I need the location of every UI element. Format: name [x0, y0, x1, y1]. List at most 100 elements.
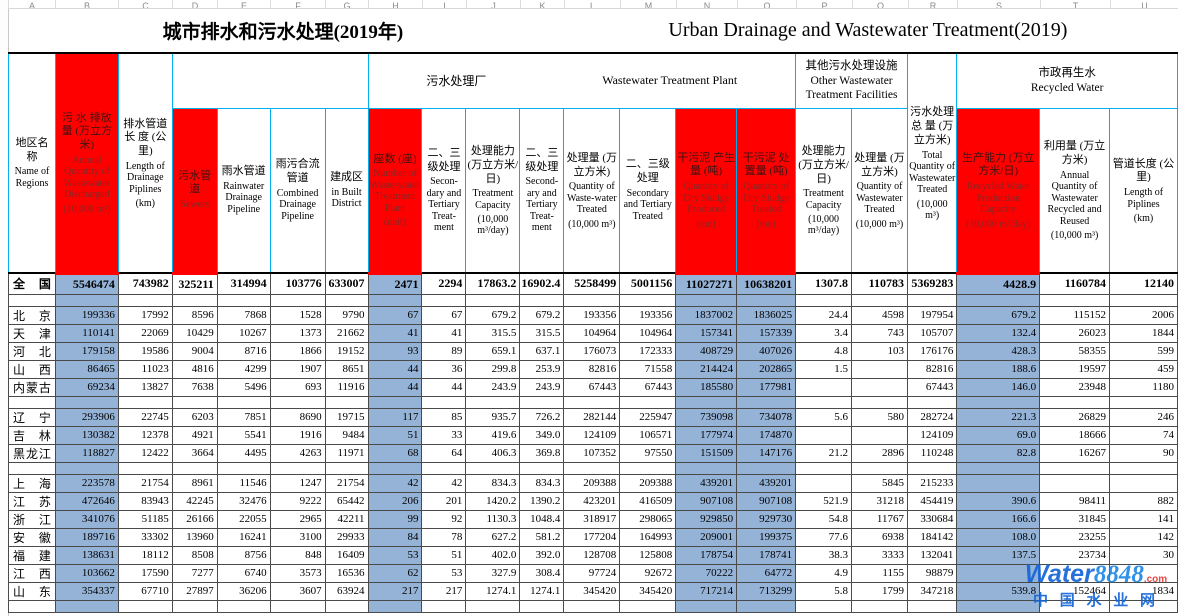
data-cell[interactable]: 67: [367, 305, 423, 325]
blank-cell[interactable]: [269, 461, 326, 475]
data-cell[interactable]: 1247: [269, 473, 326, 493]
blank-cell[interactable]: [465, 395, 521, 409]
group-header-pipes-blank[interactable]: [171, 52, 369, 109]
column-header-4[interactable]: 雨污合流管道 Combined Drainage Pipeline: [269, 107, 326, 274]
data-cell[interactable]: 330684: [906, 509, 958, 529]
data-cell[interactable]: 314994: [216, 272, 271, 295]
data-cell[interactable]: 21754: [117, 473, 173, 493]
data-cell[interactable]: 8651: [324, 359, 369, 379]
data-cell[interactable]: [1039, 473, 1111, 493]
data-cell[interactable]: 929850: [675, 509, 738, 529]
blank-cell[interactable]: [367, 461, 423, 475]
data-cell[interactable]: 6740: [216, 563, 271, 583]
blank-cell[interactable]: [54, 599, 119, 613]
data-cell[interactable]: 86465: [54, 359, 119, 379]
data-cell[interactable]: 58355: [1039, 341, 1111, 361]
data-cell[interactable]: 51: [421, 545, 467, 565]
data-cell[interactable]: 23948: [1039, 377, 1111, 397]
data-cell[interactable]: 130382: [54, 425, 119, 445]
blank-cell[interactable]: [795, 461, 853, 475]
data-cell[interactable]: 202865: [736, 359, 797, 379]
region-name-cell[interactable]: 北京: [8, 305, 56, 325]
data-cell[interactable]: 581.2: [519, 527, 565, 547]
region-name-cell[interactable]: 上海: [8, 473, 56, 493]
data-cell[interactable]: 118827: [54, 443, 119, 463]
data-cell[interactable]: 41: [421, 323, 467, 343]
data-cell[interactable]: 1048.4: [519, 509, 565, 529]
data-cell[interactable]: 68: [367, 443, 423, 463]
data-cell[interactable]: 33: [421, 425, 467, 445]
data-cell[interactable]: 2006: [1109, 305, 1178, 325]
data-cell[interactable]: 31218: [851, 491, 908, 511]
blank-cell[interactable]: [795, 395, 853, 409]
data-cell[interactable]: 416509: [619, 491, 677, 511]
data-cell[interactable]: 13960: [171, 527, 218, 547]
data-cell[interactable]: 146.0: [956, 377, 1041, 397]
data-cell[interactable]: 8690: [269, 407, 326, 427]
data-cell[interactable]: 1274.1: [465, 581, 521, 601]
data-cell[interactable]: 105707: [906, 323, 958, 343]
data-cell[interactable]: 138631: [54, 545, 119, 565]
data-cell[interactable]: 36206: [216, 581, 271, 601]
blank-cell[interactable]: [8, 599, 56, 613]
data-cell[interactable]: 17992: [117, 305, 173, 325]
data-cell[interactable]: 197954: [906, 305, 958, 325]
data-cell[interactable]: 115152: [1039, 305, 1111, 325]
data-cell[interactable]: 54.8: [795, 509, 853, 529]
data-cell[interactable]: 717214: [675, 581, 738, 601]
data-cell[interactable]: 8716: [216, 341, 271, 361]
data-cell[interactable]: 53: [421, 563, 467, 583]
data-cell[interactable]: 176073: [563, 341, 621, 361]
data-cell[interactable]: 369.8: [519, 443, 565, 463]
data-cell[interactable]: 5541: [216, 425, 271, 445]
data-cell[interactable]: 935.7: [465, 407, 521, 427]
data-cell[interactable]: 16267: [1039, 443, 1111, 463]
blank-cell[interactable]: [465, 461, 521, 475]
data-cell[interactable]: 215233: [906, 473, 958, 493]
blank-cell[interactable]: [563, 293, 621, 307]
data-cell[interactable]: 539.8: [956, 581, 1041, 601]
column-header-10[interactable]: 处理量 (万立方米) Quantity of Waste-water Treate…: [563, 107, 621, 274]
blank-cell[interactable]: [171, 599, 218, 613]
data-cell[interactable]: 22055: [216, 509, 271, 529]
data-cell[interactable]: 30: [1109, 545, 1178, 565]
data-cell[interactable]: 89: [421, 341, 467, 361]
data-cell[interactable]: [1039, 563, 1111, 583]
blank-cell[interactable]: [171, 395, 218, 409]
data-cell[interactable]: 11546: [216, 473, 271, 493]
data-cell[interactable]: 65442: [324, 491, 369, 511]
blank-cell[interactable]: [1109, 461, 1178, 475]
blank-cell[interactable]: [171, 293, 218, 307]
blank-cell[interactable]: [563, 599, 621, 613]
data-cell[interactable]: 189716: [54, 527, 119, 547]
data-cell[interactable]: 82.8: [956, 443, 1041, 463]
data-cell[interactable]: 3100: [269, 527, 326, 547]
region-name-cell[interactable]: 辽宁: [8, 407, 56, 427]
data-cell[interactable]: 21662: [324, 323, 369, 343]
column-header-11[interactable]: 二、三级处理 Secondary and Tertiary Treated: [619, 107, 677, 274]
data-cell[interactable]: 132.4: [956, 323, 1041, 343]
data-cell[interactable]: 834.3: [519, 473, 565, 493]
data-cell[interactable]: 21754: [324, 473, 369, 493]
data-cell[interactable]: 9004: [171, 341, 218, 361]
data-cell[interactable]: 11023: [117, 359, 173, 379]
data-cell[interactable]: 7277: [171, 563, 218, 583]
data-cell[interactable]: 679.2: [956, 305, 1041, 325]
blank-cell[interactable]: [851, 461, 908, 475]
blank-cell[interactable]: [619, 599, 677, 613]
data-cell[interactable]: 64772: [736, 563, 797, 583]
data-cell[interactable]: 23255: [1039, 527, 1111, 547]
data-cell[interactable]: 439201: [736, 473, 797, 493]
data-cell[interactable]: 225947: [619, 407, 677, 427]
data-cell[interactable]: 1528: [269, 305, 326, 325]
blank-cell[interactable]: [1039, 293, 1111, 307]
column-header-12[interactable]: 干污泥 产生量 (吨) Quantity of Dry Sludge Produc…: [675, 107, 738, 275]
data-cell[interactable]: 3607: [269, 581, 326, 601]
data-cell[interactable]: 221.3: [956, 407, 1041, 427]
column-header-6[interactable]: 座数 (座) Number of Waste-water Treatment Pl…: [367, 107, 423, 275]
data-cell[interactable]: 42: [421, 473, 467, 493]
blank-cell[interactable]: [519, 599, 565, 613]
data-cell[interactable]: 21.2: [795, 443, 853, 463]
data-cell[interactable]: 223578: [54, 473, 119, 493]
blank-cell[interactable]: [324, 599, 369, 613]
